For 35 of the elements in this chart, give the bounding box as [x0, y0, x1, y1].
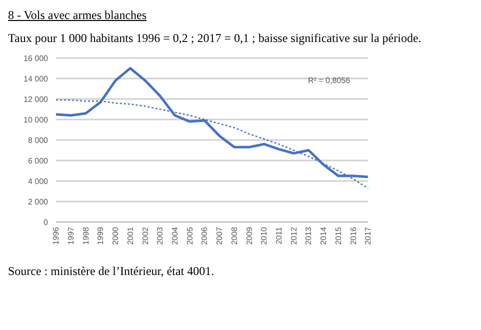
x-tick-label: 2014: [319, 226, 328, 245]
y-tick-label: 10 000: [24, 115, 49, 124]
x-tick-label: 2006: [200, 226, 210, 245]
y-tick-label: 0: [44, 218, 49, 227]
y-tick-label: 6 000: [28, 156, 49, 166]
source-note: Source : ministère de l’Intérieur, état 4001.: [8, 264, 216, 279]
x-tick-label: 2002: [140, 226, 150, 245]
x-tick-label: 2004: [170, 226, 180, 245]
x-tick-label: 1998: [81, 226, 90, 245]
annotation: R² = 0,8056: [308, 76, 350, 85]
x-tick-label: 2016: [348, 226, 358, 245]
x-tick-label: 2017: [364, 226, 373, 245]
x-tick-label: 2001: [126, 226, 135, 245]
y-tick-label: 2 000: [28, 197, 49, 206]
x-tick-label: 1999: [96, 226, 106, 245]
x-tick-label: 2013: [304, 226, 314, 245]
chart-title: 8 - Vols avec armes blanches: [8, 8, 148, 23]
x-tick-label: 2010: [260, 226, 269, 245]
x-tick-label: 2003: [156, 226, 165, 245]
x-tick-label: 1997: [66, 226, 76, 245]
y-tick-label: 4 000: [28, 176, 49, 186]
x-tick-label: 1996: [52, 226, 61, 245]
y-tick-label: 14 000: [24, 74, 49, 84]
y-tick-label: 16 000: [24, 54, 49, 63]
x-tick-label: 2005: [185, 226, 194, 245]
x-tick-label: 2008: [230, 226, 239, 245]
x-tick-label: 2007: [215, 226, 224, 245]
chart-subtitle: Taux pour 1 000 habitants 1996 = 0,2 ; 2017 = 0,1 ; baisse significative sur la période.: [8, 31, 422, 46]
x-tick-label: 2011: [274, 226, 284, 244]
y-tick-label: 12 000: [24, 94, 49, 104]
x-tick-label: 2009: [244, 226, 254, 245]
x-tick-label: 2015: [334, 226, 343, 245]
y-tick-label: 8 000: [28, 136, 49, 145]
x-tick-label: 2012: [289, 226, 298, 245]
x-tick-label: 2000: [111, 226, 120, 245]
